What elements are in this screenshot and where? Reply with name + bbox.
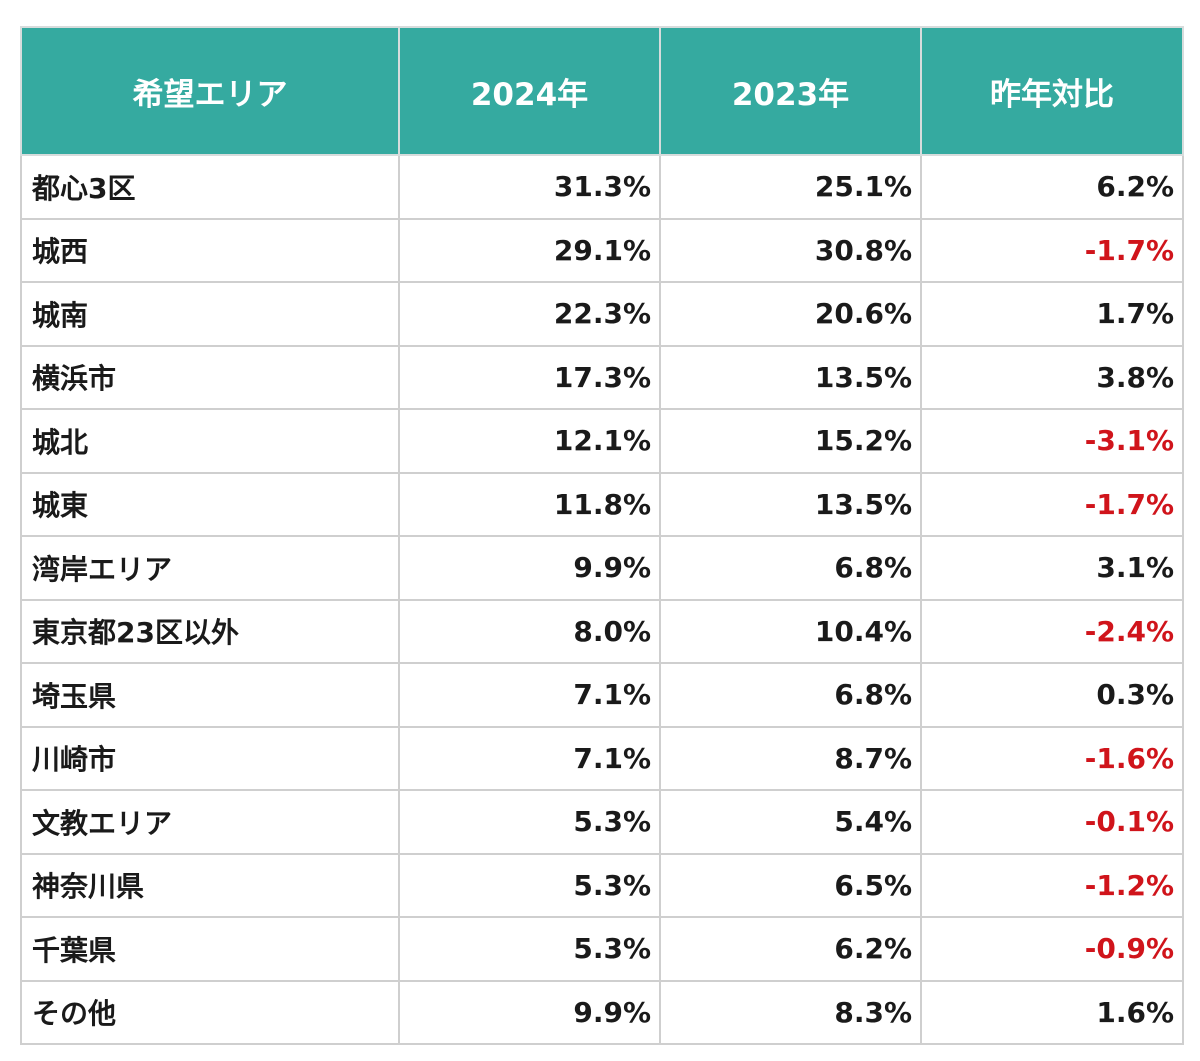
- cell-area: 横浜市: [20, 344, 400, 410]
- cell-2023: 15.2%: [659, 408, 922, 474]
- cell-2023: 25.1%: [659, 154, 922, 220]
- cell-area: 城東: [20, 471, 400, 537]
- cell-yoy-change: 1.6%: [920, 979, 1184, 1045]
- cell-area: 東京都23区以外: [20, 598, 400, 664]
- cell-area: 川崎市: [20, 725, 400, 791]
- cell-area: 埼玉県: [20, 662, 400, 728]
- table-body: 都心3区 31.3% 25.1% 6.2% 城西 29.1% 30.8% -1.7% 城南 22.…: [20, 154, 1184, 1045]
- cell-2024: 11.8%: [398, 471, 661, 537]
- cell-2024: 31.3%: [398, 154, 661, 220]
- cell-2024: 5.3%: [398, 852, 661, 918]
- cell-2023: 6.5%: [659, 852, 922, 918]
- cell-2023: 6.8%: [659, 662, 922, 728]
- cell-2023: 13.5%: [659, 344, 922, 410]
- table-row: 都心3区 31.3% 25.1% 6.2%: [20, 154, 1184, 220]
- cell-2023: 13.5%: [659, 471, 922, 537]
- table-row: 城北 12.1% 15.2% -3.1%: [20, 408, 1184, 474]
- table-row: 東京都23区以外 8.0% 10.4% -2.4%: [20, 598, 1184, 664]
- cell-yoy-change: 3.1%: [920, 535, 1184, 601]
- cell-yoy-change: -1.7%: [920, 217, 1184, 283]
- cell-2024: 12.1%: [398, 408, 661, 474]
- cell-2024: 22.3%: [398, 281, 661, 347]
- cell-yoy-change: 3.8%: [920, 344, 1184, 410]
- cell-2023: 30.8%: [659, 217, 922, 283]
- header-year-2024: 2024年: [398, 26, 661, 156]
- cell-yoy-change: 1.7%: [920, 281, 1184, 347]
- header-yoy-change: 昨年対比: [920, 26, 1184, 156]
- cell-area: その他: [20, 979, 400, 1045]
- cell-2023: 8.3%: [659, 979, 922, 1045]
- cell-yoy-change: 0.3%: [920, 662, 1184, 728]
- cell-2024: 8.0%: [398, 598, 661, 664]
- cell-yoy-change: -3.1%: [920, 408, 1184, 474]
- cell-2023: 8.7%: [659, 725, 922, 791]
- cell-2024: 5.3%: [398, 916, 661, 982]
- area-preference-table-wrapper: 希望エリア 2024年 2023年 昨年対比 都心3区 31.3% 25.1% 6.2…: [20, 26, 1184, 1045]
- cell-area: 城北: [20, 408, 400, 474]
- table-row: その他 9.9% 8.3% 1.6%: [20, 979, 1184, 1045]
- table-row: 城東 11.8% 13.5% -1.7%: [20, 471, 1184, 537]
- table-header: 希望エリア 2024年 2023年 昨年対比: [20, 26, 1184, 156]
- header-row: 希望エリア 2024年 2023年 昨年対比: [20, 26, 1184, 156]
- cell-2024: 17.3%: [398, 344, 661, 410]
- cell-yoy-change: -1.6%: [920, 725, 1184, 791]
- table-row: 文教エリア 5.3% 5.4% -0.1%: [20, 789, 1184, 855]
- area-preference-table: 希望エリア 2024年 2023年 昨年対比 都心3区 31.3% 25.1% 6.2…: [20, 26, 1184, 1045]
- cell-area: 城南: [20, 281, 400, 347]
- cell-area: 都心3区: [20, 154, 400, 220]
- cell-area: 城西: [20, 217, 400, 283]
- cell-2023: 6.2%: [659, 916, 922, 982]
- cell-2024: 9.9%: [398, 979, 661, 1045]
- cell-area: 千葉県: [20, 916, 400, 982]
- cell-2023: 20.6%: [659, 281, 922, 347]
- cell-yoy-change: 6.2%: [920, 154, 1184, 220]
- cell-2023: 6.8%: [659, 535, 922, 601]
- cell-yoy-change: -0.9%: [920, 916, 1184, 982]
- cell-2023: 5.4%: [659, 789, 922, 855]
- header-year-2023: 2023年: [659, 26, 922, 156]
- cell-2024: 7.1%: [398, 662, 661, 728]
- cell-2024: 7.1%: [398, 725, 661, 791]
- cell-area: 湾岸エリア: [20, 535, 400, 601]
- cell-2024: 29.1%: [398, 217, 661, 283]
- cell-2023: 10.4%: [659, 598, 922, 664]
- table-row: 城南 22.3% 20.6% 1.7%: [20, 281, 1184, 347]
- table-row: 横浜市 17.3% 13.5% 3.8%: [20, 344, 1184, 410]
- table-row: 川崎市 7.1% 8.7% -1.6%: [20, 725, 1184, 791]
- table-row: 埼玉県 7.1% 6.8% 0.3%: [20, 662, 1184, 728]
- table-row: 湾岸エリア 9.9% 6.8% 3.1%: [20, 535, 1184, 601]
- table-row: 神奈川県 5.3% 6.5% -1.2%: [20, 852, 1184, 918]
- cell-area: 神奈川県: [20, 852, 400, 918]
- table-row: 城西 29.1% 30.8% -1.7%: [20, 217, 1184, 283]
- table-row: 千葉県 5.3% 6.2% -0.9%: [20, 916, 1184, 982]
- cell-yoy-change: -2.4%: [920, 598, 1184, 664]
- cell-yoy-change: -1.2%: [920, 852, 1184, 918]
- cell-yoy-change: -0.1%: [920, 789, 1184, 855]
- cell-2024: 5.3%: [398, 789, 661, 855]
- cell-area: 文教エリア: [20, 789, 400, 855]
- cell-yoy-change: -1.7%: [920, 471, 1184, 537]
- cell-2024: 9.9%: [398, 535, 661, 601]
- header-desired-area: 希望エリア: [20, 26, 400, 156]
